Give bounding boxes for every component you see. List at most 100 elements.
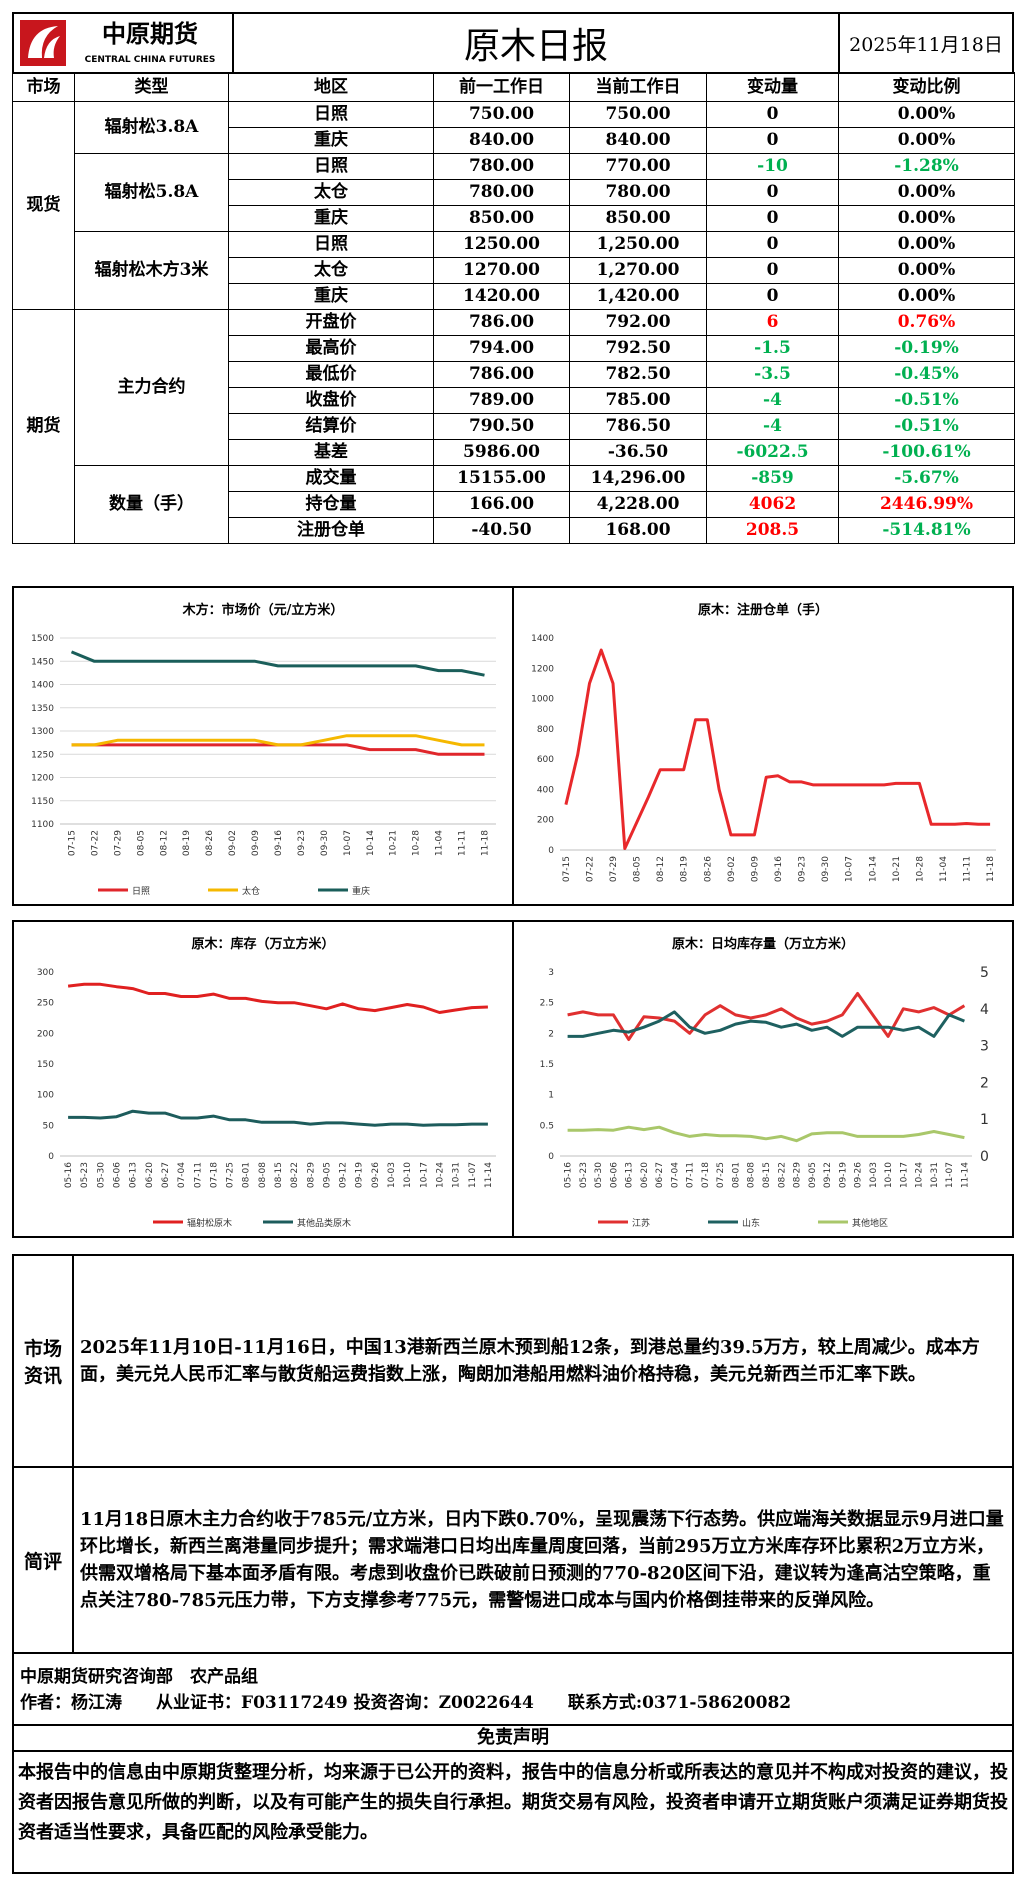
x-tick-label: 05-30: [594, 1162, 604, 1188]
y-tick-label: 1200: [31, 774, 54, 784]
data-cell: 0.00%: [838, 101, 1015, 128]
data-cell: 重庆: [228, 127, 434, 154]
x-tick-label: 05-23: [80, 1162, 90, 1188]
data-cell: 792.50: [569, 335, 707, 362]
data-cell: 789.00: [433, 387, 570, 414]
y-tick-label: 2.5: [540, 999, 554, 1009]
legend-label: 江苏: [632, 1217, 650, 1229]
data-cell: -100.61%: [838, 439, 1015, 466]
x-tick-label: 07-11: [193, 1162, 203, 1188]
header-cell: 类型: [74, 72, 229, 102]
x-tick-label: 10-28: [412, 830, 422, 856]
chart-panel: 原木：日均库存量（万立方米） 0 0.5 1 1.5 2 2.5 3 0 1 2 3 4 5 05-16 05…: [512, 920, 1014, 1238]
data-cell: 786.00: [433, 361, 570, 388]
data-cell: 166.00: [433, 491, 570, 518]
chart-title: 原木：注册仓单（手）: [698, 602, 828, 618]
type-cell: 辐射松3.8A: [74, 101, 229, 154]
data-cell: -0.45%: [838, 361, 1015, 388]
data-cell: 782.50: [569, 361, 707, 388]
chart-title: 原木：库存（万立方米）: [191, 936, 334, 952]
legend-label: 山东: [742, 1217, 760, 1229]
logo-text: 中原期货: [102, 20, 198, 48]
x-tick-label: 10-10: [884, 1162, 894, 1188]
x-tick-label: 10-24: [435, 1162, 445, 1188]
x-tick-label: 05-16: [64, 1162, 74, 1188]
data-cell: 780.00: [433, 179, 570, 206]
chart-panel: 原木：库存（万立方米） 0 50 100 150 200 250 300 05-16 05-23 0…: [12, 920, 514, 1238]
table-row: 数量（手） 成交量 15155.00 14,296.00 -859 -5.67%: [13, 465, 1015, 544]
x-tick-label: 08-01: [242, 1162, 252, 1188]
data-cell: -4: [706, 387, 839, 414]
table-row: 最高价 794.00 792.50 -1.5 -0.19%: [13, 335, 1015, 362]
data-cell: 成交量: [228, 465, 434, 492]
section-text: 11月18日原木主力合约收于785元/立方米，日内下跌0.70%，呈现震荡下行态…: [72, 1466, 1014, 1654]
data-cell: 750.00: [433, 101, 570, 128]
y-tick-label: 150: [37, 1060, 54, 1070]
x-tick-label: 07-04: [670, 1162, 680, 1188]
y-tick-label: 1200: [531, 664, 554, 674]
data-cell: 0: [706, 283, 839, 310]
x-tick-label: 08-05: [633, 856, 643, 882]
data-cell: -1.5: [706, 335, 839, 362]
x-tick-label: 08-08: [747, 1162, 757, 1188]
data-cell: -859: [706, 465, 839, 492]
data-cell: 790.50: [433, 413, 570, 440]
data-cell: 最低价: [228, 361, 434, 388]
x-tick-label: 11-07: [945, 1162, 955, 1188]
y-tick-label: 1100: [31, 820, 54, 830]
data-cell: -40.50: [433, 517, 570, 544]
series-line: [567, 1010, 965, 1038]
x-tick-label: 11-18: [986, 856, 996, 882]
market-cell: 现货: [12, 101, 75, 310]
legend-label: 辐射松原木: [187, 1217, 232, 1229]
x-tick-label: 08-26: [205, 830, 215, 856]
y-tick-label: 200: [537, 816, 554, 826]
y-tick-label: 1300: [31, 727, 54, 737]
table-row: 现货 辐射松3.8A 日照 750.00 750.00 0 0.00%: [12, 101, 1015, 310]
x-tick-label: 05-16: [564, 1162, 574, 1188]
legend-label: 重庆: [352, 885, 370, 897]
data-cell: 1,420.00: [569, 283, 707, 310]
data-cell: 780.00: [433, 153, 570, 180]
data-cell: 0.00%: [838, 127, 1015, 154]
data-cell: 4,228.00: [569, 491, 707, 518]
x-tick-label: 10-14: [868, 856, 878, 882]
series-line: [70, 650, 485, 677]
data-cell: 0.76%: [838, 309, 1015, 336]
header-cell: 当前工作日: [569, 72, 707, 102]
x-tick-label: 08-29: [306, 1162, 316, 1188]
data-cell: 0.00%: [838, 283, 1015, 310]
x-tick-label: 05-30: [96, 1162, 106, 1188]
x-tick-label: 06-20: [145, 1162, 155, 1188]
x-tick-label: 06-13: [129, 1162, 139, 1188]
x-tick-label: 11-07: [468, 1162, 478, 1188]
report-date: 2025年11月18日: [838, 12, 1014, 74]
data-cell: 基差: [228, 439, 434, 466]
x-tick-label: 11-04: [435, 830, 445, 856]
y-tick-label: 1500: [31, 634, 54, 644]
y-tick-label: 0: [48, 1152, 54, 1162]
data-cell: -3.5: [706, 361, 839, 388]
y-tick-label: 2: [548, 1029, 554, 1039]
x-tick-label: 09-05: [322, 1162, 332, 1188]
data-cell: 日照: [228, 153, 434, 180]
table-row: 最低价 786.00 782.50 -3.5 -0.45%: [13, 361, 1015, 388]
y-tick-label: 0.5: [540, 1121, 554, 1131]
x-tick-label: 08-22: [777, 1162, 787, 1188]
data-cell: 0.00%: [838, 179, 1015, 206]
type-cell: 数量（手）: [74, 465, 229, 544]
x-tick-label: 07-29: [113, 830, 123, 856]
x-tick-label: 09-16: [774, 856, 784, 882]
data-cell: -0.51%: [838, 387, 1015, 414]
x-tick-label: 08-26: [703, 856, 713, 882]
x-tick-label: 10-17: [419, 1162, 429, 1188]
data-cell: 0.00%: [838, 257, 1015, 284]
y-tick-label: 250: [37, 999, 54, 1009]
data-cell: -36.50: [569, 439, 707, 466]
table-row: 重庆 840.00 840.00 0 0.00%: [13, 127, 1015, 154]
x-tick-label: 07-04: [177, 1162, 187, 1188]
footer: 中原期货研究咨询部 农产品组 作者：杨江涛 从业证书：F03117249 投资咨…: [12, 1652, 1014, 1726]
logo-subtext: CENTRAL CHINA FUTURES: [85, 55, 216, 65]
table-row: 期货 主力合约 开盘价 786.00 792.00 6 0.76%: [12, 309, 1015, 544]
data-cell: -5.67%: [838, 465, 1015, 492]
